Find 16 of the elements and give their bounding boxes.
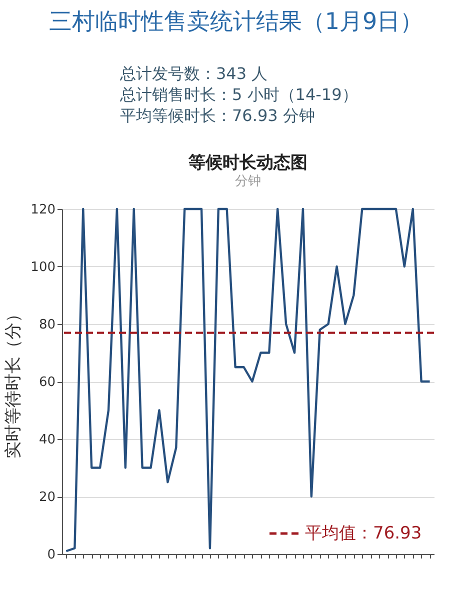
- y-tick-label: 80: [38, 318, 56, 332]
- chart-subtitle: 分钟: [235, 174, 261, 189]
- y-tick-label: 100: [30, 260, 56, 275]
- text: 总计销售时长：5 小时（14-19）: [120, 85, 358, 106]
- y-tick-label: 20: [38, 490, 56, 505]
- y-tick-label: 0: [47, 548, 56, 562]
- text: 总计发号数：343 人: [120, 64, 268, 85]
- text: 平均等候时长：76.93 分钟: [120, 106, 315, 127]
- text: 三村临时性售卖统计结果（1月9日）: [48, 8, 424, 37]
- legend-label: 平均值：76.93: [305, 524, 422, 544]
- y-tick-label: 120: [30, 202, 56, 218]
- y-tick-label: 40: [38, 432, 56, 448]
- line-series: [65, 208, 431, 552]
- y-tick-label: 60: [38, 375, 56, 390]
- chart-title: 等候时长动态图: [188, 153, 308, 173]
- y-axis-title: 实时等待时长（分）: [4, 306, 24, 458]
